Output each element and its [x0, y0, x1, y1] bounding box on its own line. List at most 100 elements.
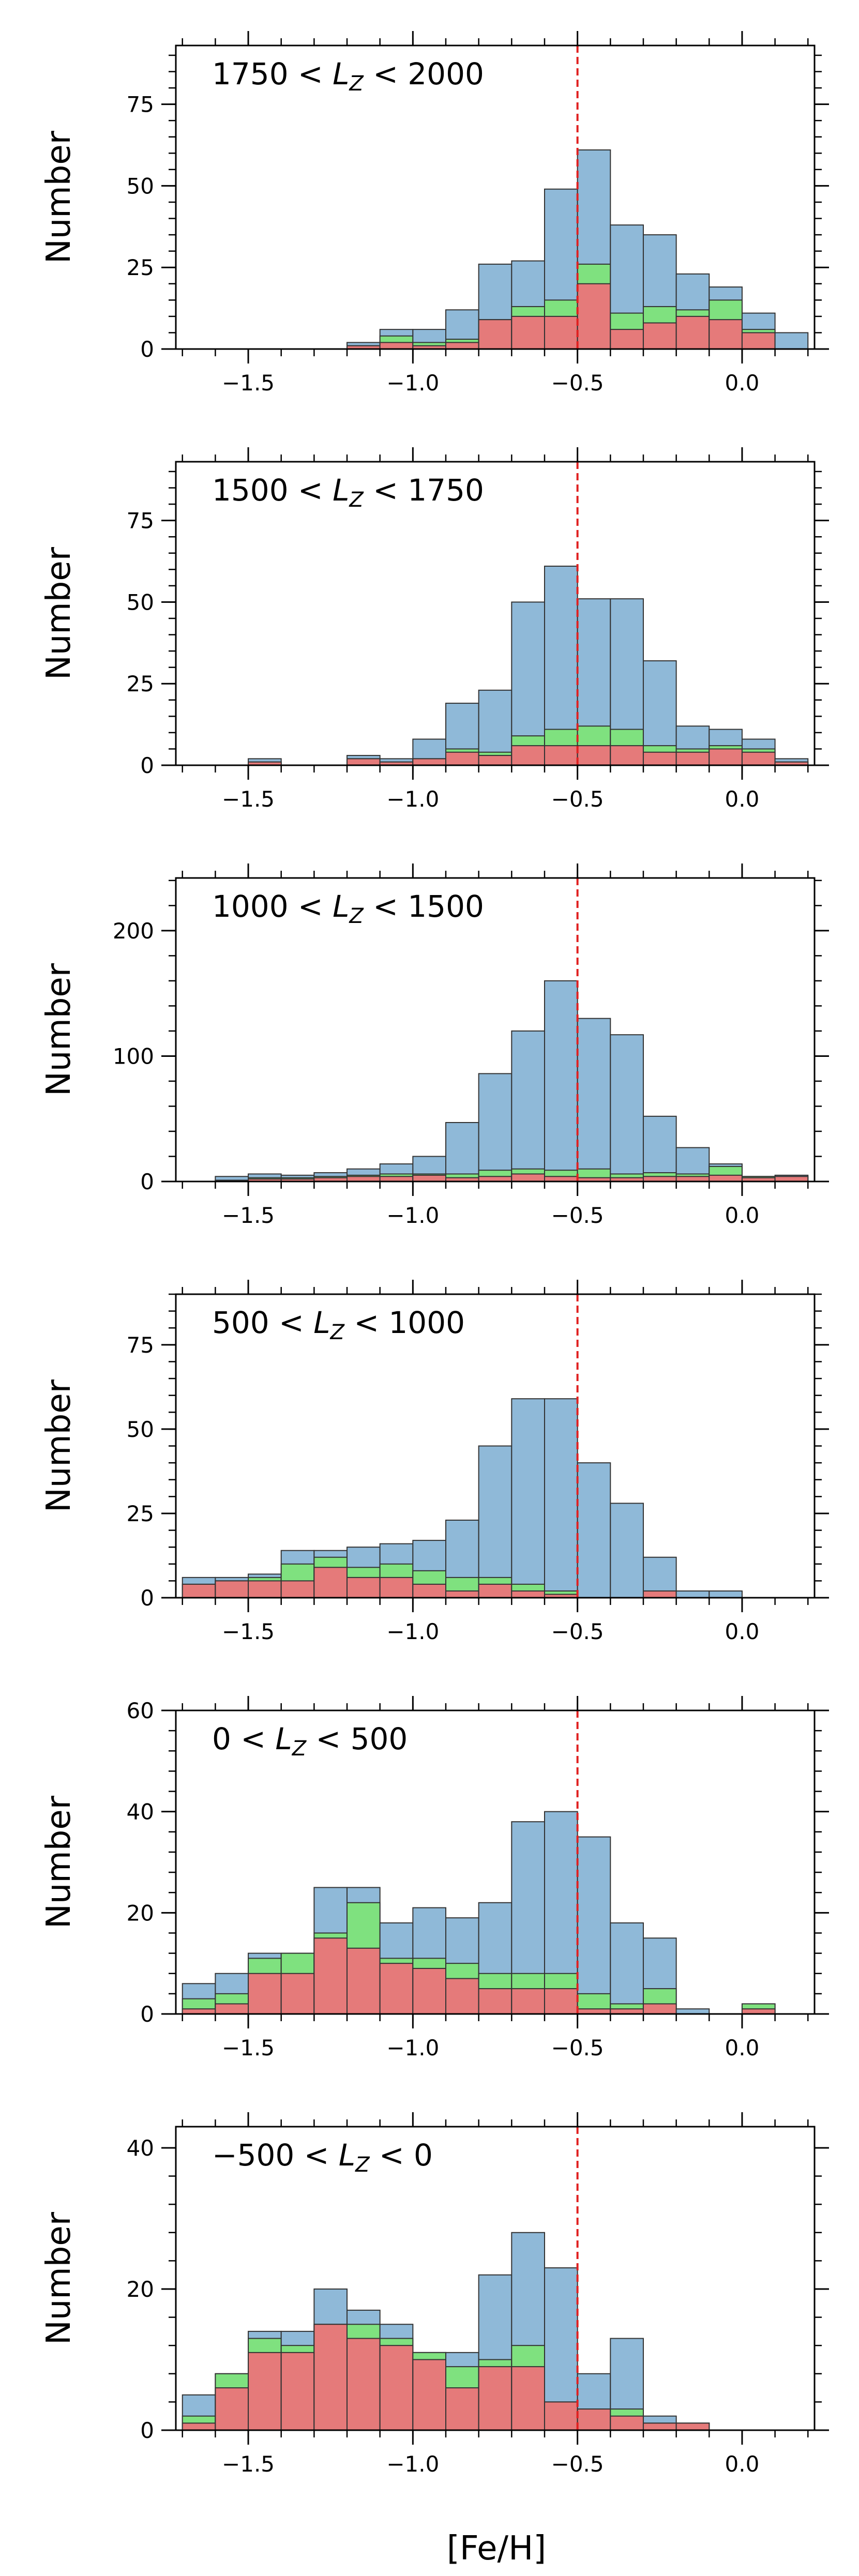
bar-total: [478, 1445, 513, 1598]
x-tick-label: −0.5: [551, 370, 604, 396]
x-tick-label: 0.0: [725, 1203, 760, 1228]
y-axis-title: Number: [40, 547, 78, 680]
y-tick-label: 75: [127, 92, 154, 117]
y-tick-label: 50: [127, 589, 154, 615]
bar-bottom: [478, 1583, 513, 1599]
bar-bottom: [544, 2401, 578, 2431]
bar-bottom: [280, 2352, 315, 2431]
bar-bottom: [412, 1967, 447, 2014]
bar-bottom: [478, 319, 513, 350]
y-tick-label: 0: [140, 1169, 154, 1194]
y-tick-label: 25: [127, 255, 154, 280]
bar-total: [544, 980, 578, 1183]
bar-bottom: [577, 745, 611, 766]
bar-bottom: [478, 2366, 513, 2431]
bar-bottom: [478, 1988, 513, 2014]
bar-bottom: [478, 755, 513, 766]
x-tick-label: −0.5: [551, 2035, 604, 2060]
bar-bottom: [675, 2422, 710, 2431]
bar-total: [610, 1922, 644, 2014]
bar-total: [445, 1122, 479, 1182]
bar-total: [577, 1836, 611, 2014]
bar-bottom: [248, 1973, 282, 2015]
bar-bottom: [544, 315, 578, 350]
x-tick-label: −1.0: [386, 2035, 439, 2060]
y-tick-label: 40: [127, 2135, 154, 2161]
bar-total: [642, 1115, 677, 1182]
bar-total: [544, 1398, 578, 1599]
bar-bottom: [215, 1580, 249, 1599]
x-tick-label: −1.0: [386, 370, 439, 396]
y-tick-label: 0: [140, 337, 154, 362]
bar-bottom: [445, 342, 479, 350]
bar-total: [577, 1462, 611, 1598]
y-axis-title: Number: [40, 130, 78, 264]
bar-bottom: [412, 2359, 447, 2431]
bar-bottom: [511, 1173, 545, 1183]
bar-bottom: [379, 1577, 414, 1599]
bar-bottom: [511, 315, 545, 350]
bar-bottom: [280, 1580, 315, 1599]
bar-bottom: [445, 1978, 479, 2014]
x-tick-label: −1.0: [386, 786, 439, 812]
panel-label: 1500 < LZ < 1750: [212, 473, 484, 512]
x-tick-label: −0.5: [551, 786, 604, 812]
bar-bottom: [379, 342, 414, 350]
x-tick-label: −1.0: [386, 1203, 439, 1228]
bar-bottom: [412, 758, 447, 766]
bar-bottom: [642, 2003, 677, 2015]
x-tick-label: 0.0: [725, 2451, 760, 2477]
bar-bottom: [675, 315, 710, 350]
y-axis-title: Number: [40, 1795, 78, 1929]
y-axis-title: Number: [40, 963, 78, 1096]
x-tick-label: −1.5: [222, 1203, 275, 1228]
bar-bottom: [642, 2422, 677, 2431]
x-tick-label: −1.5: [222, 2035, 275, 2060]
y-tick-label: 50: [127, 173, 154, 199]
y-axis-title: Number: [40, 1379, 78, 1512]
x-tick-label: −1.5: [222, 370, 275, 396]
bar-bottom: [313, 1937, 348, 2014]
bar-bottom: [511, 1988, 545, 2014]
x-axis-title: [Fe/H]: [447, 2529, 546, 2568]
bar-bottom: [280, 1973, 315, 2015]
x-tick-label: 0.0: [725, 786, 760, 812]
bar-bottom: [445, 2387, 479, 2431]
bar-bottom: [346, 1577, 381, 1599]
y-tick-label: 100: [113, 1043, 154, 1069]
bar-bottom: [675, 751, 710, 766]
x-tick-label: −1.5: [222, 786, 275, 812]
y-tick-label: 60: [127, 1698, 154, 1723]
bar-bottom: [511, 1590, 545, 1599]
panel-label: −500 < LZ < 0: [212, 2138, 433, 2177]
x-tick-label: −1.0: [386, 2451, 439, 2477]
y-tick-label: 25: [127, 1501, 154, 1526]
x-tick-label: 0.0: [725, 370, 760, 396]
y-tick-label: 20: [127, 1900, 154, 1926]
bar-bottom: [642, 751, 677, 766]
panel-1: −1.5 −1.0 −0.5 0.0 0 25 50 75 Number 1750 < LZ < …: [40, 31, 829, 396]
bar-bottom: [182, 1583, 216, 1599]
x-tick-label: 0.0: [725, 1619, 760, 1644]
x-tick-label: −1.0: [386, 1619, 439, 1644]
bar-bottom: [412, 1174, 447, 1182]
panel-label: 500 < LZ < 1000: [212, 1305, 465, 1344]
y-tick-label: 0: [140, 2002, 154, 2027]
y-tick-label: 25: [127, 671, 154, 696]
bar-bottom: [610, 745, 644, 766]
bar-total: [610, 1503, 644, 1598]
axes-frame: [175, 44, 816, 350]
bar-bottom: [445, 1590, 479, 1599]
bar-bottom: [741, 751, 776, 766]
y-tick-label: 0: [140, 2418, 154, 2443]
bar-bottom: [544, 745, 578, 766]
bar-bottom: [544, 1988, 578, 2014]
panel-label: 1000 < LZ < 1500: [212, 889, 484, 928]
bar-bottom: [412, 1583, 447, 1599]
axes-frame: [175, 2126, 816, 2431]
bar-bottom: [346, 1947, 381, 2014]
bar-bottom: [642, 1590, 677, 1599]
x-tick-label: −1.5: [222, 2451, 275, 2477]
axes-frame: [175, 461, 816, 766]
bar-bottom: [445, 751, 479, 766]
